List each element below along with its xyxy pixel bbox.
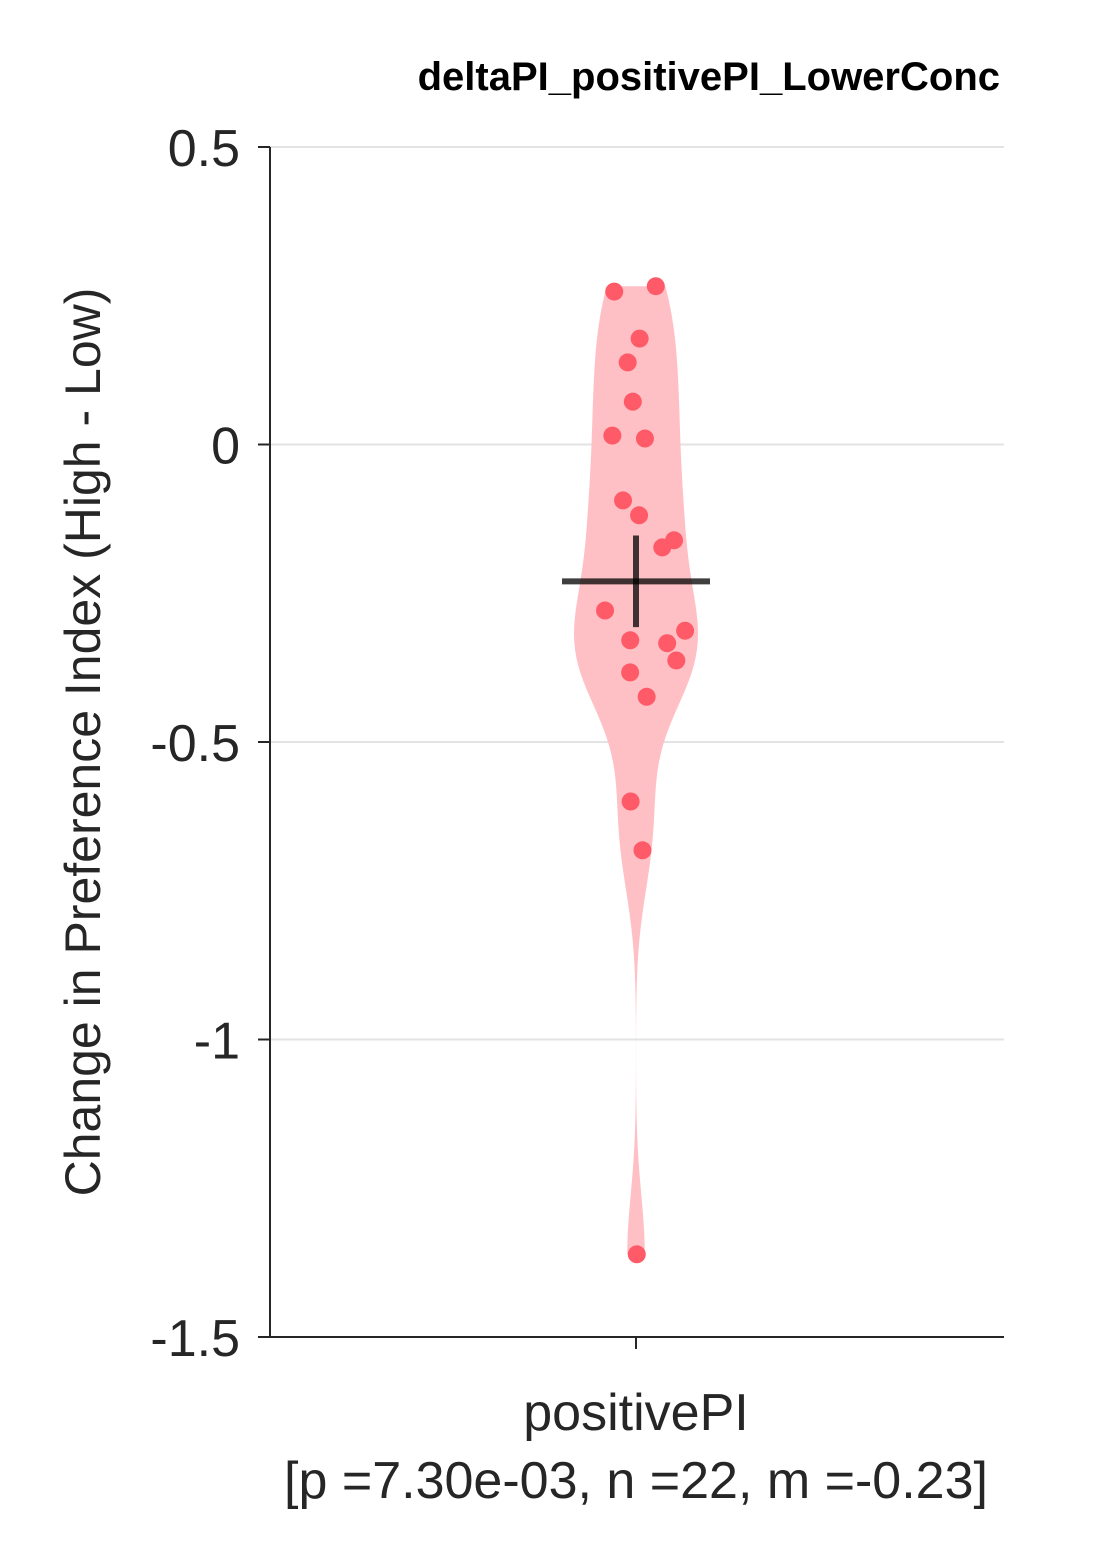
data-point (633, 841, 652, 860)
chart-title: deltaPI_positivePI_LowerConc (418, 55, 1000, 99)
data-point (603, 426, 622, 445)
data-point (637, 687, 656, 706)
stats-label: [p =7.30e-03, n =22, m =-0.23] (284, 1452, 988, 1510)
data-point (623, 392, 642, 411)
y-axis-label: Change in Preference Index (High - Low) (55, 288, 111, 1197)
data-point (621, 663, 640, 682)
data-point (667, 651, 686, 670)
data-point (646, 277, 665, 296)
data-point (627, 1245, 646, 1264)
data-point (621, 792, 640, 811)
data-point (605, 282, 624, 301)
y-tick-label: -1 (194, 1013, 240, 1071)
data-point (630, 329, 649, 348)
violin (574, 286, 698, 1255)
data-point (621, 631, 640, 650)
y-tick-label: 0 (211, 418, 240, 476)
data-point (614, 491, 633, 510)
y-tick-label: -0.5 (150, 715, 240, 773)
y-tick-label: -1.5 (150, 1310, 240, 1368)
y-tick-label: 0.5 (168, 120, 240, 178)
x-tick-label: positivePI (523, 1384, 748, 1442)
data-point (653, 538, 672, 557)
data-point (596, 601, 615, 620)
data-point (618, 353, 637, 372)
data-point (676, 621, 695, 640)
data-point (630, 506, 649, 525)
data-point (635, 429, 654, 448)
data-point (658, 634, 677, 653)
